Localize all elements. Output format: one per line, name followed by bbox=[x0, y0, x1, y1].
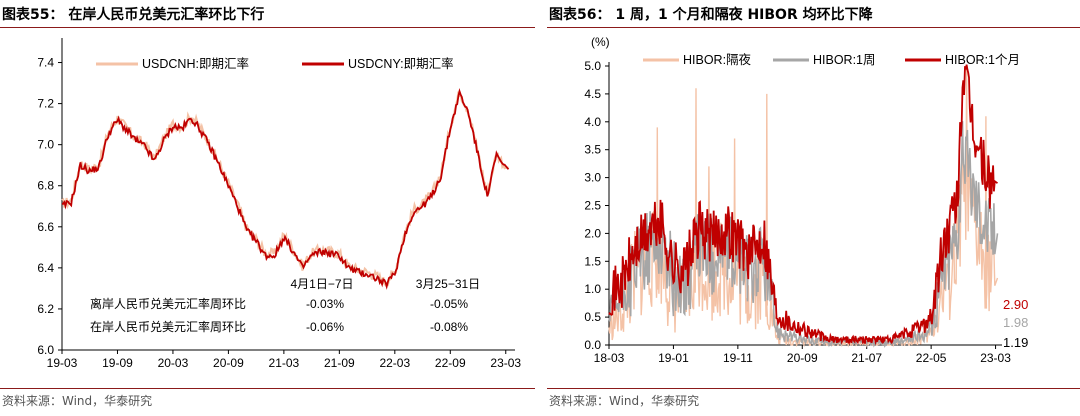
right-y-tick-label: 3.5 bbox=[584, 143, 601, 157]
left-y-tick-label: 7.4 bbox=[37, 56, 54, 70]
series-usdcny-line bbox=[62, 88, 510, 290]
panel-left: 图表55： 在岸人民币兑美元汇率环比下行 6.0 6.2 6.4 6.6 6.8 7.0 7… bbox=[0, 0, 535, 416]
right-x-tick-label: 22-05 bbox=[916, 351, 947, 365]
right-y-tick-label: 4.5 bbox=[584, 87, 601, 101]
left-chart: 6.0 6.2 6.4 6.6 6.8 7.0 7.2 7.4 19-03 19-09 20-03 2… bbox=[37, 38, 521, 370]
left-source: 资料来源：Wind，华泰研究 bbox=[2, 394, 153, 408]
annot-row2-label: 在岸人民币兑美元汇率周环比 bbox=[90, 319, 246, 334]
left-chart-title: 图表55： 在岸人民币兑美元汇率环比下行 bbox=[2, 7, 265, 23]
right-x-tick-label: 19-11 bbox=[723, 351, 753, 365]
last-value-0: 1.19 bbox=[1003, 335, 1028, 350]
right-y-tick-label: 3.0 bbox=[584, 171, 601, 185]
legend-label-2: HIBOR:1个月 bbox=[945, 53, 1020, 67]
left-y-tick-label: 6.8 bbox=[37, 179, 54, 193]
legend-usdcny-label: USDCNY:即期汇率 bbox=[348, 56, 454, 71]
left-x-tick-label: 19-09 bbox=[102, 356, 133, 370]
last-value-1: 1.98 bbox=[1003, 315, 1028, 330]
left-x-tick-label: 21-03 bbox=[269, 356, 300, 370]
series-hibor-overnight-line bbox=[608, 65, 999, 348]
annot-row1-label: 离岸人民币兑美元汇率周环比 bbox=[90, 296, 246, 311]
right-legend: HIBOR:隔夜 HIBOR:1周 HIBOR:1个月 bbox=[643, 52, 1020, 67]
right-x-tick-label: 19-01 bbox=[658, 351, 689, 365]
annot-week-b: 3月25−31日 bbox=[416, 277, 480, 291]
annot-row1-a: -0.03% bbox=[306, 297, 344, 311]
left-y-tick-label: 6.0 bbox=[37, 343, 54, 357]
series-usdcnh-line bbox=[61, 91, 509, 287]
left-x-tick-label: 20-03 bbox=[158, 356, 189, 370]
right-y-tick-label: 5.0 bbox=[584, 59, 601, 73]
left-y-tick-label: 6.2 bbox=[37, 302, 54, 316]
right-y-tick-label: 4.0 bbox=[584, 115, 601, 129]
left-title-rule bbox=[0, 27, 535, 28]
left-x-tick-label: 21-09 bbox=[324, 356, 355, 370]
right-bottom-rule bbox=[547, 388, 1080, 389]
left-x-tick-label: 22-09 bbox=[435, 356, 466, 370]
right-chart-title: 图表56： 1 周，1 个月和隔夜 HIBOR 均环比下降 bbox=[549, 7, 873, 23]
right-x-tick-label: 21-07 bbox=[851, 351, 882, 365]
right-y-tick-label: 1.0 bbox=[584, 282, 601, 296]
left-x-tick-label: 23-03 bbox=[490, 356, 521, 370]
annot-week-a: 4月1日−7日 bbox=[290, 277, 353, 291]
right-x-tick-label: 18-03 bbox=[594, 351, 625, 365]
left-x-tick-label: 22-03 bbox=[379, 356, 410, 370]
last-value-2: 2.90 bbox=[1003, 297, 1028, 312]
legend-label-0: HIBOR:隔夜 bbox=[683, 52, 752, 67]
annot-row2-b: -0.08% bbox=[430, 320, 468, 334]
right-y-tick-label: 2.5 bbox=[584, 199, 601, 213]
left-y-tick-label: 6.4 bbox=[37, 261, 54, 275]
right-title-rule bbox=[547, 27, 1080, 28]
series-hibor-1m-line bbox=[608, 64, 999, 346]
annot-row1-b: -0.05% bbox=[430, 297, 468, 311]
right-y-tick-label: 0.0 bbox=[584, 338, 601, 352]
right-x-tick-label: 20-09 bbox=[787, 351, 818, 365]
right-y-tick-label: 0.5 bbox=[584, 310, 601, 324]
left-y-tick-label: 6.6 bbox=[37, 220, 54, 234]
left-bottom-rule bbox=[0, 388, 535, 389]
right-x-tick-label: 23-03 bbox=[980, 351, 1011, 365]
right-chart: (%) 0.0 0.5 1.0 1.5 2.0 2.5 3.0 3.5 4.0 4.5 5.0 18-0… bbox=[584, 35, 1028, 365]
right-source: 资料来源：Wind，华泰研究 bbox=[549, 394, 700, 408]
left-x-tick-label: 20-09 bbox=[213, 356, 244, 370]
legend-usdcnh-label: USDCNH:即期汇率 bbox=[142, 56, 249, 71]
right-last-values: 2.90 1.98 1.19 bbox=[1003, 297, 1028, 350]
left-y-tick-label: 7.0 bbox=[37, 138, 54, 152]
legend-label-1: HIBOR:1周 bbox=[813, 53, 876, 67]
right-y-unit: (%) bbox=[591, 35, 610, 49]
left-y-tick-label: 7.2 bbox=[37, 97, 54, 111]
left-legend: USDCNH:即期汇率 USDCNY:即期汇率 bbox=[96, 56, 454, 71]
annot-row2-a: -0.06% bbox=[306, 320, 344, 334]
right-y-tick-label: 1.5 bbox=[584, 254, 601, 268]
right-y-tick-label: 2.0 bbox=[584, 226, 601, 240]
panel-right: 图表56： 1 周，1 个月和隔夜 HIBOR 均环比下降 (%) 0.0 0.5 1… bbox=[547, 0, 1080, 416]
left-x-tick-label: 19-03 bbox=[47, 356, 78, 370]
